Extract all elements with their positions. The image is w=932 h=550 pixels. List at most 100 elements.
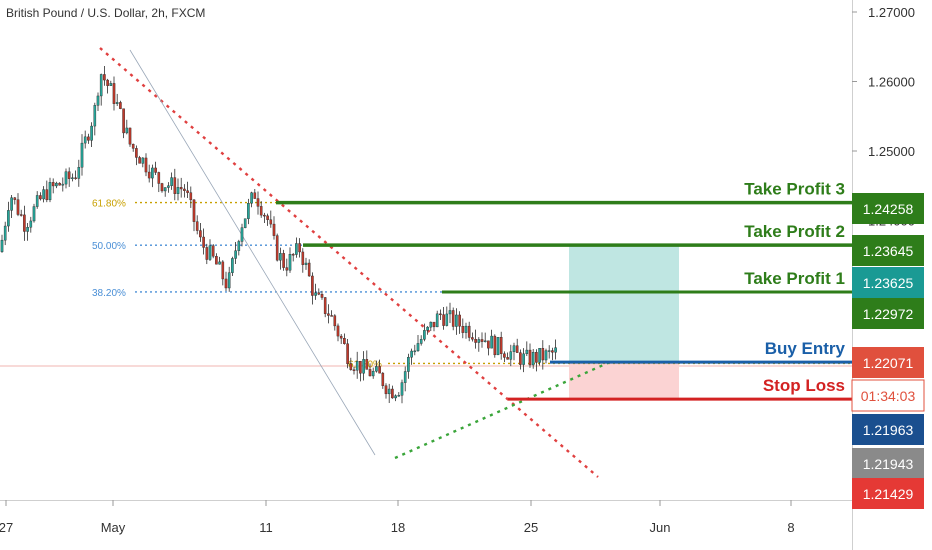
candle-body [483, 340, 487, 343]
candle-body [410, 350, 413, 358]
candle-body [71, 177, 74, 179]
candle-body [359, 360, 362, 374]
candle-body [83, 136, 87, 144]
candle-body [323, 297, 327, 314]
candle-body [435, 313, 439, 328]
candle-body [58, 182, 61, 186]
candle-body [35, 195, 39, 207]
candle-body [39, 195, 42, 200]
price-label-take_profit: 1.23645 [863, 243, 914, 259]
candle-body [317, 292, 321, 295]
x-tick-label: May [101, 520, 126, 535]
candle-body [272, 223, 276, 236]
candle-body [506, 357, 509, 360]
candle-body [314, 292, 317, 296]
candle-body [544, 350, 548, 361]
candle-body [115, 102, 119, 104]
candle-body [67, 171, 71, 179]
candle-body [154, 167, 157, 173]
candle-body [490, 335, 493, 349]
candle-body [336, 325, 340, 337]
candle-body [224, 278, 228, 289]
candle-body [45, 189, 49, 201]
candle-body [375, 366, 378, 372]
price-label-box [852, 193, 924, 224]
price-label-box [852, 448, 924, 479]
take-profit-2-label: Take Profit 2 [744, 222, 845, 241]
candle-body [186, 190, 189, 193]
candle-body [77, 167, 81, 179]
candle-body [55, 182, 58, 187]
candle-body [378, 366, 381, 374]
candle-body [10, 197, 13, 211]
candle-body [551, 350, 554, 353]
candle-body [394, 395, 397, 399]
stop-loss-label: Stop Loss [763, 376, 845, 395]
x-tick-label: 11 [259, 520, 273, 535]
price-label-buy_entry: 1.21963 [863, 422, 914, 438]
candle-body [339, 335, 343, 339]
candle-body [195, 221, 199, 231]
take-profit-1-label: Take Profit 1 [744, 269, 845, 288]
candle-body [90, 125, 93, 141]
candle-body [256, 198, 260, 207]
downtrend-line [99, 47, 599, 478]
x-tick-label: Jun [650, 520, 671, 535]
candle-body [61, 183, 65, 186]
candle-body [179, 187, 183, 190]
fib-level-label: 61.80% [92, 199, 126, 210]
candle-body [163, 187, 167, 192]
y-tick-label: 1.27000 [868, 5, 915, 20]
candle-body [371, 370, 375, 377]
candle-body [416, 343, 420, 352]
y-tick-label: 1.26000 [868, 75, 915, 90]
buy-entry-label: Buy Entry [765, 339, 846, 358]
candle-body [535, 352, 538, 363]
candle-body [221, 261, 225, 280]
candle-body [554, 347, 557, 353]
candle-body [451, 310, 455, 327]
x-tick-label: 18 [391, 520, 405, 535]
candle-body [99, 74, 103, 97]
candle-body [205, 247, 209, 260]
candle-body [445, 313, 449, 326]
candle-body [439, 313, 442, 316]
candle-body [381, 372, 385, 386]
candle-body [103, 74, 106, 81]
candle-body [487, 340, 490, 349]
candle-body [288, 254, 292, 271]
candle-body [173, 177, 177, 194]
candle-body [42, 189, 45, 200]
candle-body [234, 250, 237, 259]
symbol-title: British Pound / U.S. Dollar, 2h, FXCM [6, 6, 206, 20]
candle-body [208, 245, 212, 260]
candle-body [7, 210, 10, 227]
candle-body [227, 272, 231, 289]
candle-body [275, 235, 279, 261]
price-label-grey: 1.21943 [863, 456, 914, 472]
candle-body [109, 83, 113, 86]
candle-body [106, 79, 109, 86]
candle-body [167, 185, 170, 188]
candle-body [327, 313, 330, 316]
candle-body [522, 353, 525, 365]
candle-body [285, 267, 289, 271]
price-label-box [852, 267, 924, 298]
candle-body [503, 353, 506, 358]
candle-body [298, 243, 301, 253]
price-label-current: 1.22071 [863, 355, 914, 371]
price-label-box [852, 235, 924, 266]
candle-body [400, 382, 404, 396]
candle-body [429, 321, 433, 328]
candle-body [432, 321, 436, 328]
candle-body [263, 214, 266, 217]
candle-body [320, 294, 324, 298]
candle-body [471, 337, 474, 340]
candle-body [189, 192, 193, 201]
candle-body [26, 227, 29, 232]
candle-body [19, 214, 23, 216]
candle-body [525, 349, 529, 355]
candle-body [461, 326, 465, 333]
candle-body [295, 243, 298, 255]
